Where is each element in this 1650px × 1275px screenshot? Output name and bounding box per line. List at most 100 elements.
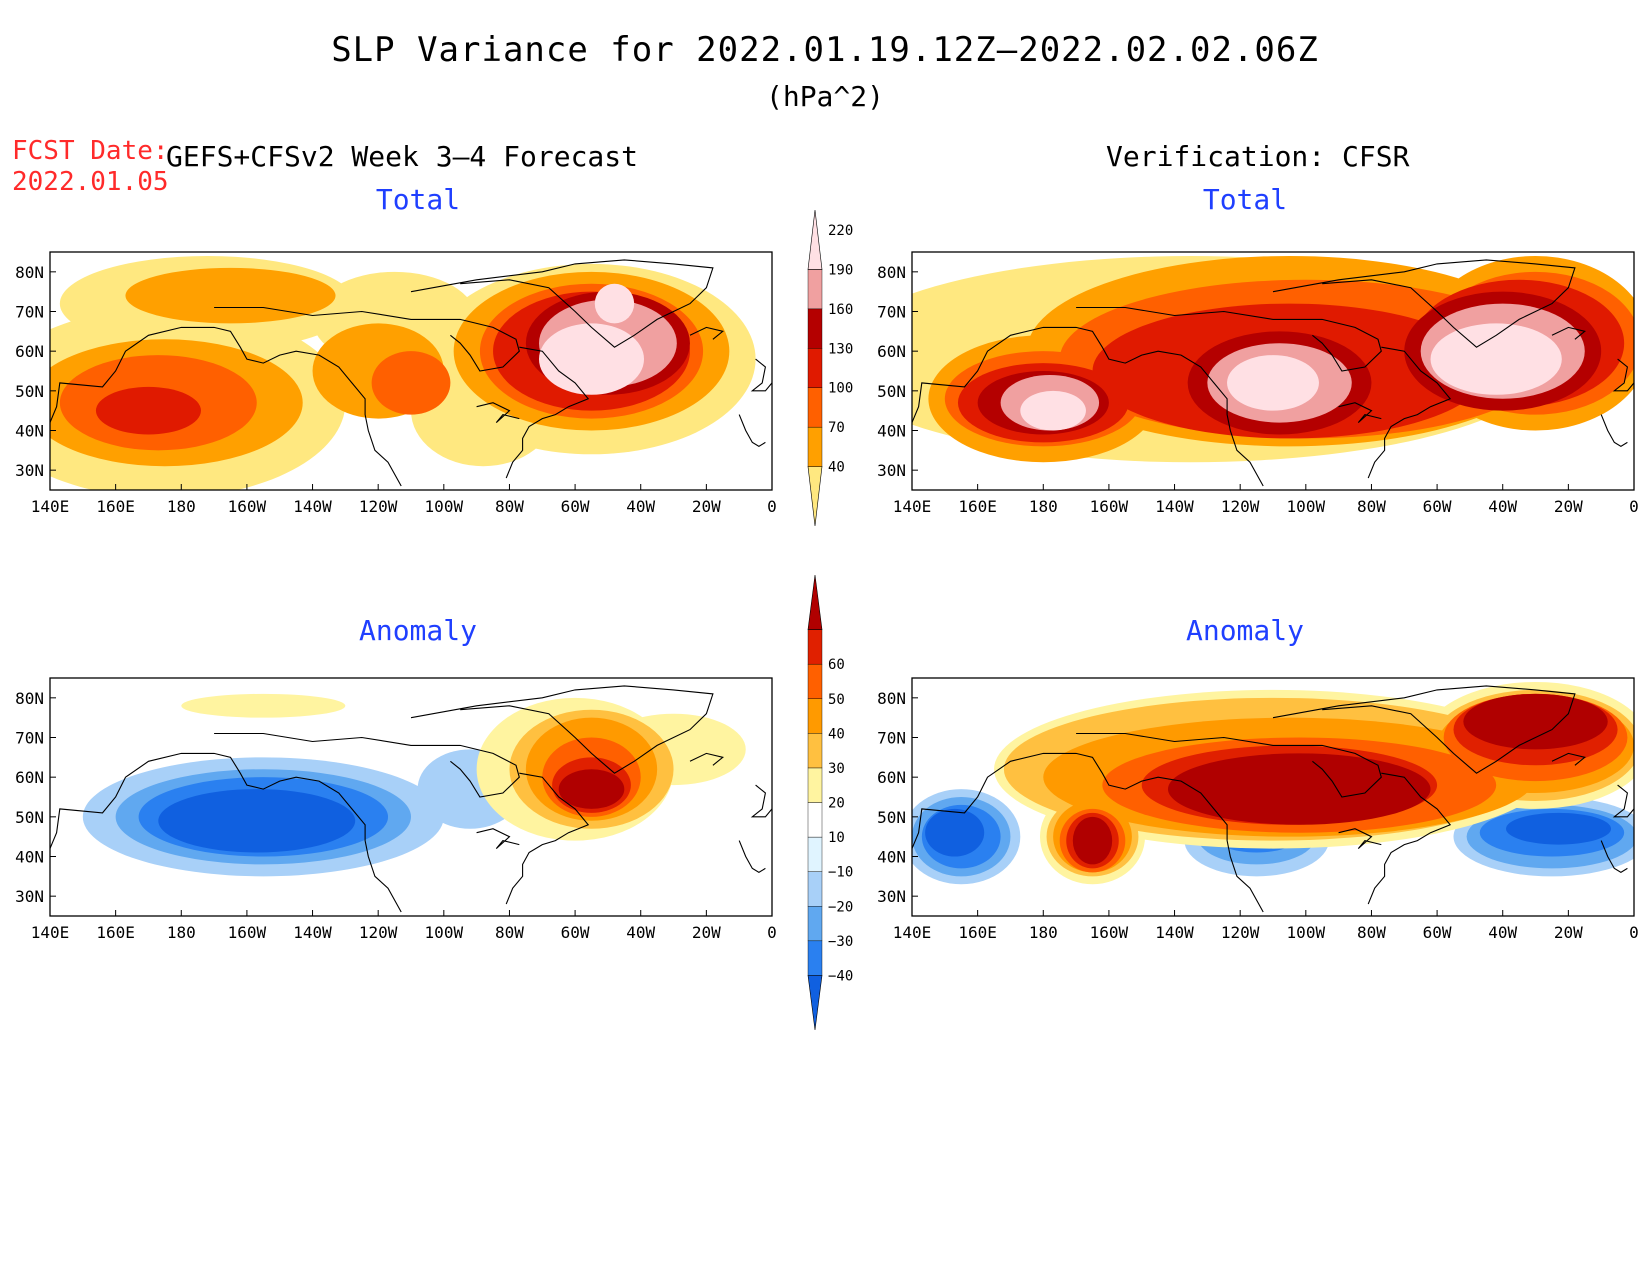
colorbar-label: 60 [828, 657, 845, 673]
coastline [214, 732, 520, 798]
lon-tick-label: 140W [293, 497, 332, 516]
contour-fill [1463, 693, 1608, 750]
colorbar-label: 40 [828, 460, 845, 476]
colorbar-label: 130 [828, 341, 853, 357]
lon-tick-label: 140W [1155, 497, 1194, 516]
colorbar-swatch [807, 733, 823, 769]
forecast-total-map: 140E 160E 180 160W 140W 120W 100W 80W 60W 40W 20W 0… [15, 251, 777, 516]
coastline [912, 326, 1264, 487]
coastline-layer [50, 685, 772, 913]
lon-tick-label: 60W [1423, 497, 1452, 516]
lon-tick-label: 80W [495, 497, 524, 516]
colorbar-label: 20 [828, 796, 845, 812]
lat-tick-label: 60N [877, 768, 906, 787]
colorbar-label: 190 [828, 262, 853, 278]
field-layer [82, 693, 746, 877]
lon-tick-label: 160W [228, 923, 267, 942]
lon-tick-label: 80W [1357, 923, 1386, 942]
lon-tick-label: 40W [626, 923, 655, 942]
colorbar-swatch [807, 836, 823, 872]
lon-tick-label: 160W [1090, 497, 1129, 516]
verif-anomaly-map: 140E 160E 180 160W 140W 120W 100W 80W 60W 40W 20W 0… [877, 677, 1639, 942]
forecast-date-caption: FCST Date: [12, 136, 169, 166]
map-frame [911, 677, 1635, 917]
coastline [505, 772, 590, 905]
lat-tick-label: 80N [877, 689, 906, 708]
lat-tick-label: 40N [877, 848, 906, 867]
coastline [750, 358, 772, 392]
lat-tick-label: 30N [877, 461, 906, 480]
contour-fill [371, 351, 451, 415]
lon-tick-label: 0 [767, 923, 777, 942]
coastline-layer [912, 259, 1634, 487]
lon-tick-label: 60W [561, 923, 590, 942]
lon-tick-label: 100W [1287, 497, 1326, 516]
colorbar-label: −10 [828, 865, 853, 881]
lat-tick-label: 80N [15, 263, 44, 282]
lon-tick-label: 100W [1287, 923, 1326, 942]
lon-tick-label: 120W [1221, 497, 1260, 516]
coastline [505, 346, 590, 479]
contour-fill [1430, 323, 1562, 395]
forecast-date-label: FCST Date: 2022.01.05 [12, 136, 169, 198]
colorbar-swatch [807, 767, 823, 803]
coastline [1600, 840, 1628, 874]
lon-tick-label: 160E [958, 923, 997, 942]
lon-tick-label: 160E [958, 497, 997, 516]
contour-fill [925, 808, 985, 857]
colorbar-swatch [807, 466, 823, 527]
contour-fill [95, 386, 201, 435]
lat-tick-label: 30N [15, 461, 44, 480]
lon-tick-label: 140E [893, 497, 932, 516]
lat-tick-label: 70N [877, 729, 906, 748]
field-layer [912, 255, 1634, 463]
coastline [1612, 784, 1634, 818]
coastline [1612, 358, 1634, 392]
coastline [750, 784, 772, 818]
lon-tick-label: 140E [31, 923, 70, 942]
coastline [1076, 306, 1382, 372]
map-frame [49, 251, 773, 491]
colorbar-swatch [807, 387, 823, 428]
lon-tick-label: 120W [359, 923, 398, 942]
lon-tick-label: 160E [96, 923, 135, 942]
contour-fill [594, 283, 635, 324]
colorbar-swatch [807, 209, 823, 270]
colorbar-swatch [807, 663, 823, 699]
colorbar-swatch [807, 308, 823, 349]
colorbar-label: −40 [828, 968, 853, 984]
lat-tick-label: 60N [877, 342, 906, 361]
lon-tick-label: 20W [1554, 923, 1583, 942]
forecast-date-value: 2022.01.05 [12, 167, 169, 197]
contour-fill [1167, 753, 1431, 825]
lon-tick-label: 140E [893, 923, 932, 942]
lon-tick-label: 0 [1629, 497, 1639, 516]
coastline [738, 414, 766, 448]
lat-tick-label: 60N [15, 342, 44, 361]
lat-tick-label: 50N [15, 382, 44, 401]
verif-total-map: 140E 160E 180 160W 140W 120W 100W 80W 60W 40W 20W 0… [877, 251, 1639, 516]
units-label: (hPa^2) [765, 80, 884, 113]
lat-tick-label: 40N [15, 848, 44, 867]
coastline [410, 259, 714, 348]
contour-fill [1506, 812, 1612, 845]
coastline [1338, 402, 1382, 424]
lat-tick-label: 80N [15, 689, 44, 708]
colorbar-label: −30 [828, 934, 853, 950]
lon-tick-label: 20W [692, 923, 721, 942]
lon-tick-label: 40W [1488, 923, 1517, 942]
lon-tick-label: 20W [1554, 497, 1583, 516]
colorbar-swatch [807, 426, 823, 467]
lon-tick-label: 20W [692, 497, 721, 516]
lon-tick-label: 180 [1029, 497, 1058, 516]
colorbar-label: 40 [828, 726, 845, 742]
lon-tick-label: 60W [1423, 923, 1452, 942]
colorbar-label: 50 [828, 692, 845, 708]
verification-anomaly-title: Anomaly [1185, 614, 1304, 647]
field-layer [912, 681, 1634, 885]
forecast-total-title: Total [375, 183, 461, 216]
coastline [689, 326, 725, 340]
colorbar-swatch [807, 940, 823, 976]
lon-tick-label: 180 [1029, 923, 1058, 942]
lat-tick-label: 40N [877, 422, 906, 441]
